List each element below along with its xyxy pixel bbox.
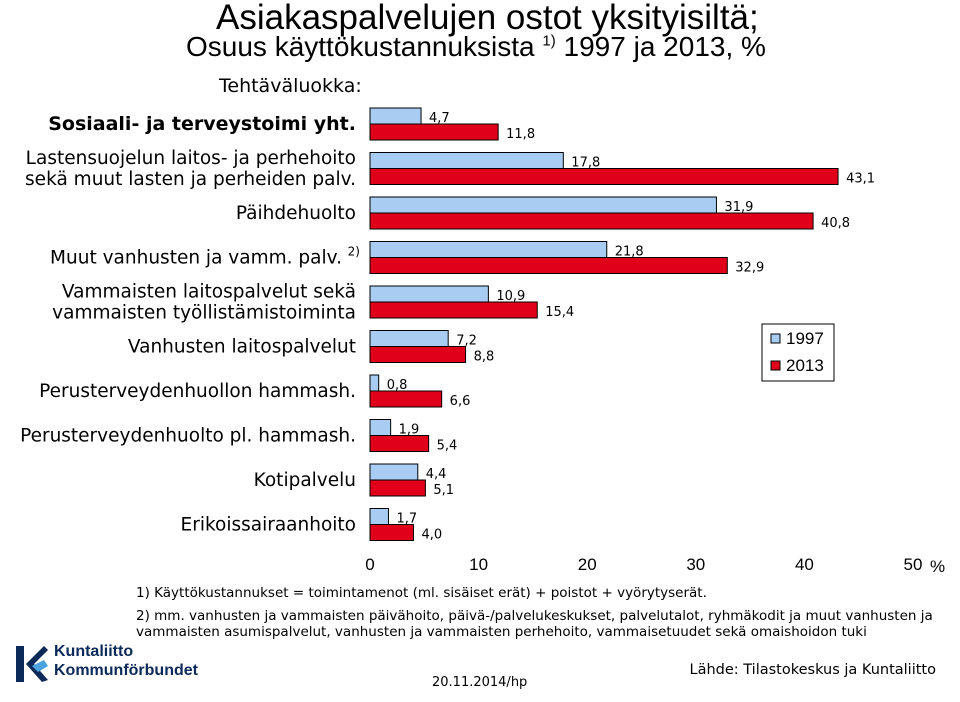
x-axis: 0 10 20 30 40 50% [365,555,945,576]
bar-2013-1 [369,168,839,185]
x-tick-label-50: 50 [904,555,923,574]
footnote-2-line-1: 2) mm. vanhusten ja vammaisten päivähoit… [136,608,933,624]
x-tick-label-40: 40 [795,555,814,574]
category-label-6: Perusterveydenhuollon hammash. [39,381,356,402]
x-axis-unit: % [930,557,945,576]
value-label-1997-2: 31,9 [724,200,753,215]
bar-2013-0 [369,123,499,141]
x-tick-label-10: 10 [469,555,488,574]
bar-2013-6 [369,390,443,408]
value-label-2013-8: 5,1 [433,483,454,498]
category-header: Tehtäväluokka: [219,75,362,97]
bar-2013-5 [369,346,467,363]
bar-2013-8 [369,479,426,497]
value-label-1997-8: 4,4 [426,467,447,482]
category-label-1-line-0: Lastensuojelun laitos- ja perhehoito [26,148,356,169]
category-label-0: Sosiaali- ja terveystoimi yht. [48,113,356,135]
value-label-2013-4: 15,4 [545,305,574,320]
legend-swatch-2013 [770,360,781,371]
category-label-7: Perusterveydenhuolto pl. hammash. [20,426,356,447]
value-label-2013-6: 6,6 [450,394,471,409]
kuntaliitto-logo: Kuntaliitto Kommunförbundet [14,642,198,688]
source-note: Lähde: Tilastokeskus ja Kuntaliitto [689,662,937,678]
footnote-2-line-2: vammaisten asumispalvelut, vanhusten ja … [136,624,867,640]
bar-1997-8 [369,463,419,481]
legend-label-2013: 2013 [786,356,824,375]
value-label-2013-1: 43,1 [846,172,875,187]
value-label-1997-6: 0,8 [387,378,408,393]
category-labels: Sosiaali- ja terveystoimi yht. Lastensuoj… [20,113,360,536]
category-label-1-line-1: sekä muut lasten ja perheiden palv. [25,169,356,190]
bar-chart: Sosiaali- ja terveystoimi yht. Lastensuoj… [20,107,945,576]
bar-1997-0 [369,107,422,125]
date-stamp: 20.11.2014/hp [432,675,528,690]
category-label-4-line-1: vammaisten työllistämistoiminta [52,303,356,324]
legend-label-1997: 1997 [786,329,824,348]
value-label-1997-4: 10,9 [496,289,525,304]
value-labels: 4,7 11,8 17,8 43,1 31,9 40,8 21,8 32,9 10,9 15,4 7… [387,111,875,543]
bar-2013-9 [369,524,414,541]
value-label-2013-2: 40,8 [821,216,850,231]
value-label-1997-0: 4,7 [429,111,450,126]
value-label-2013-9: 4,0 [421,528,442,543]
value-label-1997-7: 1,9 [399,423,420,438]
value-label-1997-3: 21,8 [615,245,644,260]
category-label-9: Erikoissairaanhoito [181,515,356,536]
chart-title: Asiakaspalvelujen ostot yksityisiltä; [216,0,759,37]
legend: 1997 2013 [761,323,835,382]
bar-1997-2 [369,196,717,214]
bar-1997-1 [369,152,564,169]
category-label-8: Kotipalvelu [254,470,356,491]
category-label-3: Muut vanhusten ja vamm. palv. [50,248,342,269]
footnote-1: 1) Käyttökustannukset = toimintamenot (m… [136,585,707,601]
value-label-2013-5: 8,8 [474,350,495,365]
value-label-2013-0: 11,8 [506,127,535,142]
value-label-2013-7: 5,4 [437,439,458,454]
bar-1997-7 [369,419,392,436]
x-tick-label-0: 0 [365,555,374,574]
bar-1997-3 [369,241,608,258]
value-label-2013-3: 32,9 [735,261,764,276]
legend-swatch-1997 [770,333,781,344]
chart-subtitle: Osuus käyttökustannuksista 1) 1997 ja 20… [186,31,766,62]
x-tick-label-20: 20 [578,555,597,574]
value-label-1997-5: 7,2 [456,334,477,349]
logo-line-1: Kuntaliitto [54,643,134,660]
category-label-2: Päihdehuolto [236,203,356,224]
value-label-1997-1: 17,8 [571,156,600,171]
bar-1997-5 [369,330,449,347]
bar-2013-4 [369,301,538,319]
x-tick-label-30: 30 [686,555,705,574]
value-label-1997-9: 1,7 [396,512,417,527]
category-label-5: Vanhusten laitospalvelut [128,337,356,358]
bar-2013-2 [369,212,814,230]
logo-line-2: Kommunförbundet [54,662,198,679]
kuntaliitto-logo-icon [16,646,48,682]
category-label-4-line-0: Vammaisten laitospalvelut sekä [62,282,356,303]
category-footnote-ref-3: 2) [348,245,360,259]
bar-1997-6 [369,374,380,392]
subtitle-footnote-ref: 1) [542,32,556,50]
bar-1997-9 [369,508,389,525]
bar-2013-3 [369,257,728,274]
bars [369,107,839,541]
bar-2013-7 [369,435,430,452]
bar-1997-4 [369,285,489,303]
